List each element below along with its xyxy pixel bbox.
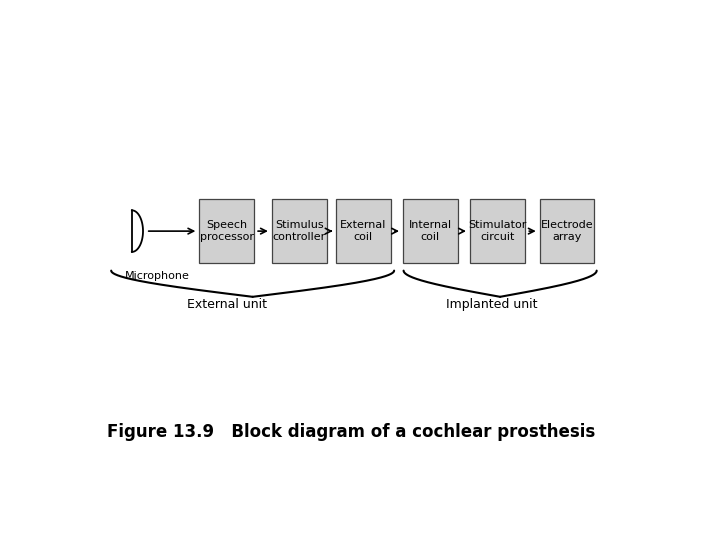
Text: Internal
coil: Internal coil: [409, 220, 452, 242]
Text: Figure 13.9   Block diagram of a cochlear prosthesis: Figure 13.9 Block diagram of a cochlear …: [107, 423, 595, 441]
Bar: [199, 199, 254, 264]
Bar: [540, 199, 595, 264]
Bar: [403, 199, 458, 264]
Bar: [470, 199, 525, 264]
Text: External
coil: External coil: [341, 220, 387, 242]
Text: Speech
processor: Speech processor: [199, 220, 253, 242]
Text: Microphone: Microphone: [125, 271, 189, 281]
Bar: [272, 199, 327, 264]
Text: External unit: External unit: [186, 298, 266, 310]
Text: Stimulator
circuit: Stimulator circuit: [468, 220, 526, 242]
Text: Stimulus
controller: Stimulus controller: [273, 220, 326, 242]
Text: Electrode
array: Electrode array: [541, 220, 593, 242]
Bar: [336, 199, 391, 264]
Text: Implanted unit: Implanted unit: [446, 298, 538, 310]
